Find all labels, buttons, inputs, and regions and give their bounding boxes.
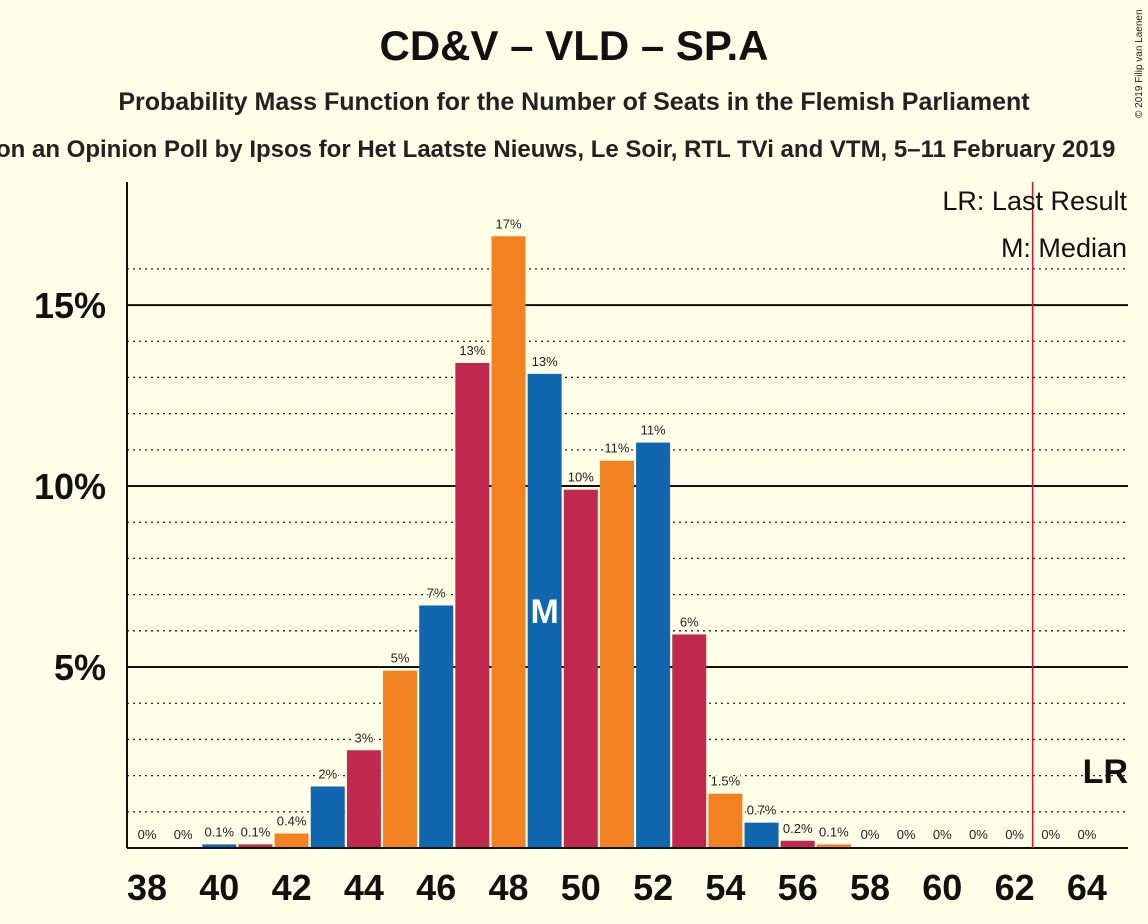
bar-value-label: 0% [138,827,157,842]
bar [419,605,454,848]
x-tick-label: 50 [561,867,601,908]
x-tick-label: 62 [995,867,1035,908]
x-tick-label: 48 [488,867,528,908]
bar-value-label: 0% [969,827,988,842]
bar-value-label: 0.1% [241,824,271,839]
bar-value-label: 0% [861,827,880,842]
bar-labels: 0% 0% 0.1% 0.1% 0.4% 2% 3% 5% 7% 13% 17% 13% 10% 11% 1… [136,215,1098,844]
bar [708,793,743,848]
y-axis: 5% 10% 15% [34,182,128,848]
x-tick-label: 64 [1067,867,1107,908]
bar-value-label: 11% [641,423,666,438]
bar [202,844,237,848]
bar-value-label: 2% [318,766,337,781]
bar [563,489,598,848]
x-tick-label: 56 [778,867,818,908]
bar [274,833,309,848]
bar-value-label: 0% [174,827,193,842]
chart-source: on an Opinion Poll by Ipsos for Het Laat… [0,136,1116,163]
bar-value-label: 3% [355,730,374,745]
bar-value-label: 0.2% [783,821,813,836]
x-tick-label: 40 [199,867,239,908]
bar [383,670,418,848]
bar-value-label: 10% [568,470,594,485]
x-axis: 38 40 42 44 46 48 50 52 54 56 58 60 62 64 [127,847,1128,908]
x-tick-label: 52 [633,867,673,908]
bar-value-label: 0% [1041,827,1060,842]
chart-subtitle: Probability Mass Function for the Number… [118,88,1030,116]
bar-value-label: 0.1% [204,824,234,839]
x-tick-label: 42 [272,867,312,908]
bar-value-label: 0.1% [819,824,849,839]
last-result-marker: LR [1083,753,1128,791]
legend-last-result: LR: Last Result [942,186,1127,216]
bar [599,460,634,848]
x-tick-label: 46 [416,867,456,908]
bars [202,236,851,849]
x-tick-label: 58 [850,867,890,908]
bar-value-label: 0.4% [277,814,307,829]
bar-value-label: 1.5% [711,774,741,789]
bar [672,634,707,848]
bar [491,236,526,849]
x-tick-label: 38 [127,867,167,908]
bar-value-label: 7% [427,585,446,600]
bar [744,822,779,848]
bar [310,786,345,848]
bar [238,844,273,848]
bar [780,840,815,848]
bar-value-label: 13% [532,354,558,369]
bar-value-label: 17% [495,216,521,231]
bar-value-label: 6% [680,614,699,629]
bar-value-label: 5% [391,651,410,666]
y-tick-label: 5% [54,647,106,688]
bar [455,362,490,848]
bar-value-label: 0% [897,827,916,842]
y-tick-label: 10% [34,466,106,507]
y-tick-label: 15% [34,285,106,326]
median-marker: M [530,593,558,631]
bar-value-label: 0% [933,827,952,842]
bar [527,373,562,848]
legend-median: M: Median [1001,233,1127,263]
bar-value-label: 13% [459,343,485,358]
bar-value-label: 0.7% [747,803,777,818]
chart-title: CD&V – VLD – SP.A [379,22,769,69]
x-tick-label: 44 [344,867,384,908]
x-tick-label: 60 [922,867,962,908]
bar [636,442,671,848]
x-tick-label: 54 [705,867,745,908]
bar [816,844,851,848]
bar-value-label: 11% [604,441,629,456]
bar [346,750,381,848]
bar-value-label: 0% [1005,827,1024,842]
bar-value-label: 0% [1078,827,1097,842]
